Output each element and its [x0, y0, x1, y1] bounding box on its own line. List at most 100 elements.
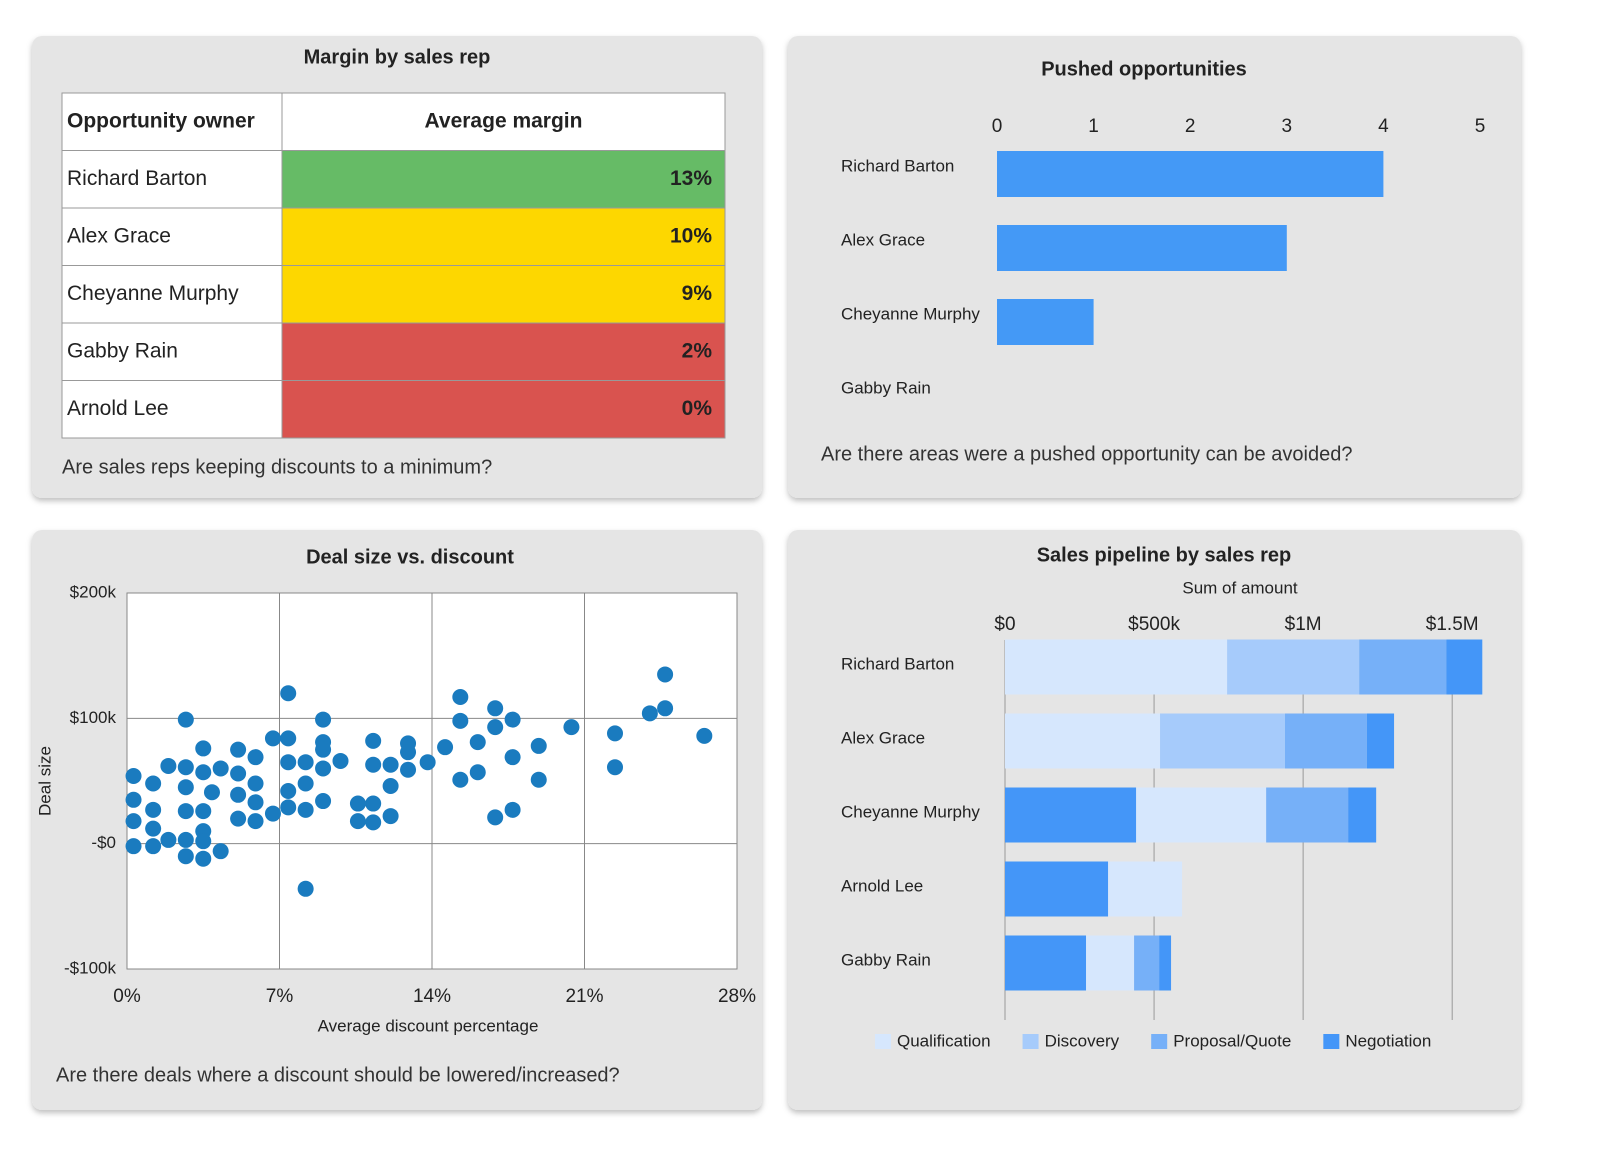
- data-point: [400, 744, 417, 761]
- category-label: Alex Grace: [841, 728, 925, 747]
- data-point: [264, 730, 281, 747]
- data-point: [315, 793, 332, 810]
- panel-title: Sales pipeline by sales rep: [1037, 544, 1292, 566]
- x-tick-label: 5: [1475, 116, 1486, 137]
- bar-segment: [1284, 713, 1367, 769]
- name-cell: [61, 207, 283, 266]
- x-tick-label: 2: [1185, 116, 1196, 137]
- data-point: [177, 711, 194, 728]
- data-point: [382, 756, 399, 773]
- data-point: [280, 685, 297, 702]
- data-point: [487, 700, 504, 717]
- data-point: [195, 803, 212, 820]
- y-tick-label: $100k: [70, 708, 117, 727]
- name-cell: [61, 265, 283, 324]
- name-cell: [61, 322, 283, 381]
- x-tick-label: $1M: [1285, 614, 1322, 635]
- category-label: Richard Barton: [841, 156, 954, 175]
- bar-segment: [1359, 639, 1447, 695]
- x-tick-label: 28%: [718, 986, 756, 1007]
- data-point: [280, 754, 297, 771]
- data-point: [469, 734, 486, 751]
- data-point: [382, 778, 399, 795]
- data-point: [452, 689, 469, 706]
- data-point: [145, 801, 162, 818]
- x-tick-label: 3: [1282, 116, 1293, 137]
- data-point: [382, 808, 399, 825]
- legend-label: Negotiation: [1345, 1031, 1431, 1050]
- x-tick-label: 0%: [113, 986, 141, 1007]
- data-point: [177, 848, 194, 865]
- category-label: Arnold Lee: [841, 876, 923, 895]
- data-point: [607, 759, 623, 776]
- y-tick-label: $200k: [70, 582, 117, 601]
- data-point: [264, 805, 281, 822]
- bar: [997, 151, 1384, 197]
- x-tick-label: $500k: [1128, 614, 1180, 635]
- data-point: [297, 801, 314, 818]
- table-header: [61, 92, 726, 151]
- data-point: [349, 813, 366, 830]
- data-point: [177, 831, 194, 848]
- margin-value: 13%: [670, 167, 712, 190]
- data-point: [365, 756, 382, 773]
- x-tick-label: 14%: [413, 986, 451, 1007]
- bar-segment: [1005, 639, 1228, 695]
- data-point: [125, 813, 142, 830]
- rep-name: Cheyanne Murphy: [67, 282, 239, 305]
- margin-value: 2%: [682, 339, 713, 362]
- x-tick-label: 21%: [565, 986, 603, 1007]
- rep-name: Alex Grace: [67, 224, 171, 247]
- bar-segment: [1446, 639, 1483, 695]
- data-point: [297, 754, 314, 771]
- margin-cell: [281, 265, 726, 324]
- bar-segment: [1134, 935, 1160, 991]
- bar-segment: [1086, 935, 1135, 991]
- data-point: [230, 810, 247, 827]
- x-tick-label: 7%: [266, 986, 294, 1007]
- data-point: [641, 705, 658, 722]
- y-tick-label: -$100k: [64, 958, 116, 977]
- data-point: [230, 786, 247, 803]
- data-point: [125, 791, 142, 808]
- margin-value: 9%: [682, 282, 713, 305]
- category-label: Gabby Rain: [841, 378, 931, 397]
- panel-title: Pushed opportunities: [1041, 58, 1247, 80]
- data-point: [530, 737, 547, 754]
- data-point: [696, 727, 713, 744]
- data-point: [452, 712, 469, 729]
- panel-title: Margin by sales rep: [304, 46, 491, 68]
- data-point: [657, 700, 674, 717]
- data-point: [247, 775, 264, 792]
- data-point: [657, 666, 674, 683]
- data-point: [297, 775, 314, 792]
- bar-segment: [1005, 861, 1109, 917]
- legend-swatch: [875, 1034, 891, 1049]
- data-point: [400, 761, 417, 778]
- data-point: [195, 833, 212, 850]
- data-point: [437, 739, 454, 756]
- x-tick-label: $1.5M: [1426, 614, 1479, 635]
- data-point: [247, 813, 264, 830]
- bar-segment: [1160, 713, 1285, 769]
- data-point: [280, 783, 297, 800]
- panel-question: Are there areas were a pushed opportunit…: [821, 443, 1352, 465]
- rep-name: Gabby Rain: [67, 339, 178, 362]
- legend-label: Discovery: [1045, 1031, 1120, 1050]
- data-point: [125, 838, 142, 855]
- data-point: [247, 749, 264, 766]
- bar-segment: [1266, 787, 1349, 843]
- bar-segment: [1005, 713, 1161, 769]
- data-point: [469, 764, 486, 781]
- bar: [997, 299, 1094, 345]
- data-point: [349, 795, 366, 812]
- bar-segment: [1348, 787, 1377, 843]
- data-point: [315, 760, 332, 777]
- bar-segment: [1136, 787, 1267, 843]
- data-point: [160, 757, 177, 774]
- data-point: [195, 740, 212, 757]
- legend-label: Qualification: [897, 1031, 991, 1050]
- panel-subtitle: Sum of amount: [1182, 578, 1298, 597]
- data-point: [419, 754, 436, 771]
